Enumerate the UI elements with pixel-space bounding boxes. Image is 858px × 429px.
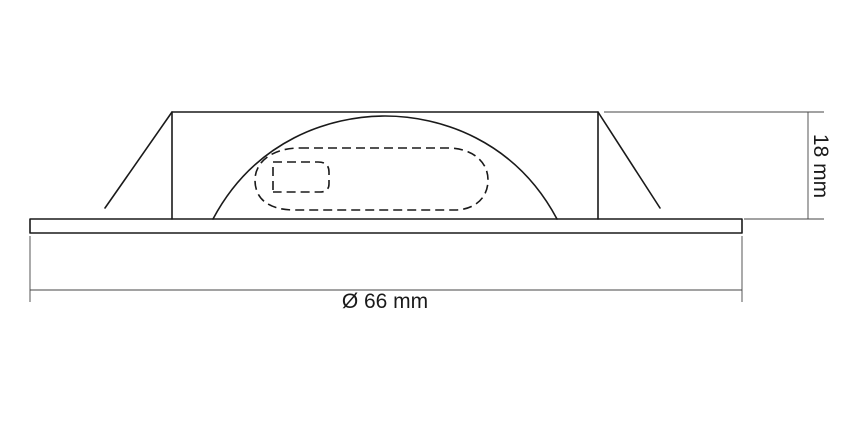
diameter-label: Ø 66 mm (342, 290, 428, 313)
flange-plate (29, 218, 743, 234)
hidden-socket (272, 161, 330, 193)
spring-clip-right (597, 111, 661, 209)
dome-outline (212, 115, 558, 220)
spring-clip-left (104, 111, 173, 209)
housing-body (171, 111, 599, 220)
height-label: 18 mm (809, 134, 832, 198)
hidden-lamp-module (254, 147, 489, 211)
